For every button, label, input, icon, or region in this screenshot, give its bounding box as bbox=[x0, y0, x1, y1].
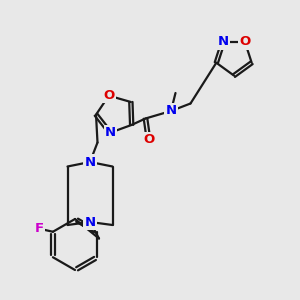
Text: O: O bbox=[239, 35, 250, 49]
Text: N: N bbox=[105, 126, 116, 139]
Text: N: N bbox=[84, 215, 96, 229]
Text: O: O bbox=[103, 89, 115, 102]
Text: N: N bbox=[218, 35, 229, 49]
Text: N: N bbox=[165, 104, 177, 118]
Text: F: F bbox=[35, 222, 44, 235]
Text: O: O bbox=[143, 133, 154, 146]
Text: N: N bbox=[84, 155, 96, 169]
